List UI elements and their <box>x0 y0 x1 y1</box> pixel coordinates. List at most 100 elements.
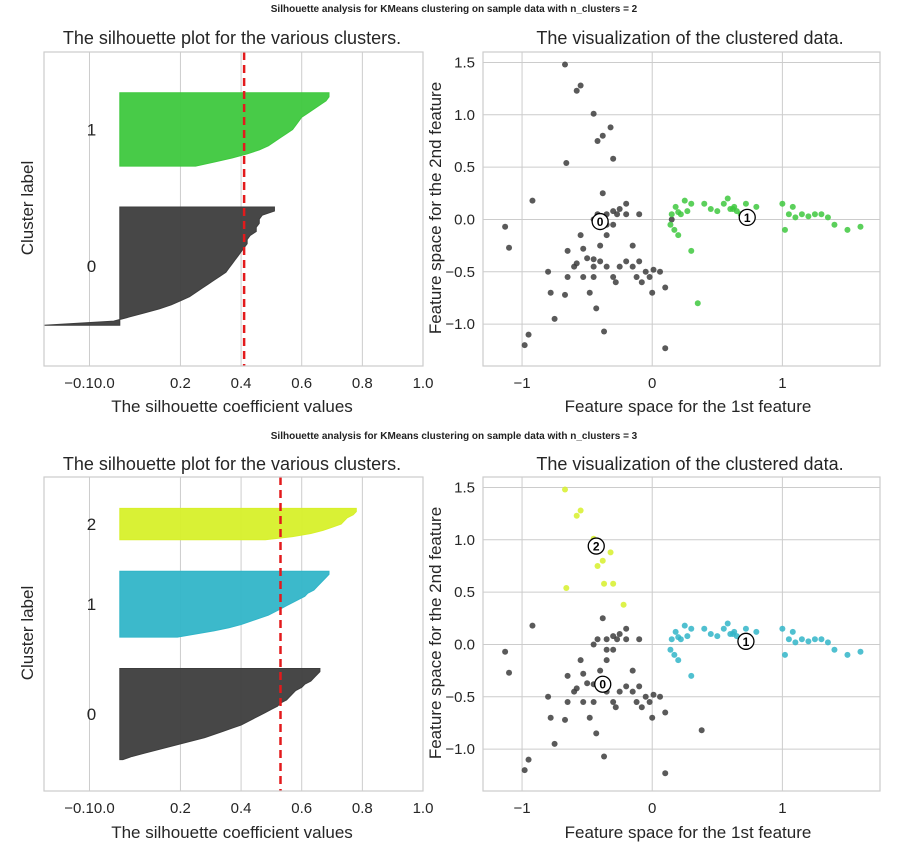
scatter1-point-c1-23 <box>785 211 792 218</box>
sil1-xtick-0: −0.10.0 <box>64 375 114 392</box>
scatter2-ytick-3: 0.0 <box>454 636 475 653</box>
scatter2-point-c1-31 <box>831 646 838 653</box>
scatter1-point-c1-27 <box>805 213 812 220</box>
scatter1-xtick-0: −1 <box>513 375 530 392</box>
scatter1-point-c0-20 <box>597 242 604 249</box>
silhouette-title-1: The silhouette plot for the various clus… <box>63 28 401 48</box>
scatter1-point-c0-60 <box>590 263 597 270</box>
sil2-xtick-2: 0.4 <box>231 800 252 817</box>
sil2-xtick-5: 1.0 <box>413 800 434 817</box>
sil2-cluster-label-1: 1 <box>87 595 96 614</box>
scatter2-point-c1-28 <box>811 636 818 643</box>
scatter1-point-c0-2 <box>577 82 584 89</box>
scatter1-point-c1-28 <box>811 211 818 218</box>
sil1-xtick-2: 0.4 <box>231 375 252 392</box>
scatter2-point-c0-34 <box>601 753 608 760</box>
scatter-title-2: The visualization of the clustered data. <box>536 454 843 474</box>
scatter1-point-c0-40 <box>586 289 593 296</box>
scatter2-point-c0-8 <box>610 646 617 653</box>
scatter2-point-c1-4 <box>681 622 688 629</box>
scatter1-point-c0-27 <box>597 258 604 265</box>
scatter1-point-c0-56 <box>657 268 664 275</box>
scatter-xlabel-1: Feature space for the 1st feature <box>565 397 812 416</box>
scatter2-point-c0-23 <box>636 683 643 690</box>
scatter1-point-c0-35 <box>638 279 645 286</box>
scatter2-point-c0-27 <box>633 699 640 706</box>
scatter1-point-c0-45 <box>564 274 571 281</box>
scatter1-point-c0-25 <box>584 255 591 262</box>
scatter2-point-c0-52 <box>603 636 610 643</box>
sil2-plot-area: 0 1 2 <box>43 476 424 792</box>
scatter2-point-c0-20 <box>610 699 617 706</box>
scatter1-point-c0-52 <box>502 223 509 230</box>
scatter1-point-c1-8 <box>688 200 695 207</box>
sil2-frame <box>43 476 424 792</box>
scatter1-ytick-4: −0.5 <box>445 264 475 281</box>
sil1-cluster-label-0: 0 <box>87 257 96 276</box>
scatter1-point-c0-5 <box>599 132 606 139</box>
scatter1-point-c0-14 <box>636 211 643 218</box>
sil2-xtick-4: 0.8 <box>352 800 373 817</box>
scatter2-point-c1-10 <box>701 625 708 632</box>
scatter2-xtick-0: −1 <box>513 800 530 817</box>
sil2-xtick-3: 0.6 <box>291 800 312 817</box>
scatter2-point-c0-13 <box>564 672 571 679</box>
scatter1-point-c1-7 <box>675 232 682 239</box>
scatter1-point-c0-33 <box>642 268 649 275</box>
scatter2-xtick-1: 0 <box>648 800 656 817</box>
scatter2-center-1-marker <box>737 632 755 650</box>
scatter1-point-c1-36 <box>729 206 736 212</box>
sil2-xtick-1: 0.2 <box>170 800 191 817</box>
scatter2-point-c0-38 <box>547 714 554 721</box>
scatter2-point-c0-54 <box>698 727 705 734</box>
scatter1-point-c1-24 <box>789 203 796 210</box>
figure-2: Silhouette analysis for KMeans clusterin… <box>18 431 881 842</box>
scatter2-point-c1-23 <box>785 636 792 643</box>
scatter1-ytick-2: 0.5 <box>454 159 475 176</box>
scatter1-point-c0-54 <box>662 345 669 352</box>
scatter1-point-c0-44 <box>562 291 569 298</box>
scatter2-plot-area: 0 1 2 <box>482 476 881 792</box>
scatter2-point-c0-41 <box>521 767 528 774</box>
scatter2-point-c1-29 <box>818 636 825 643</box>
scatter2-point-c0-25 <box>646 699 653 706</box>
scatter2-point-c0-31 <box>586 714 593 721</box>
scatter1-point-c0-4 <box>594 137 601 144</box>
silhouette-title-2: The silhouette plot for the various clus… <box>63 454 401 474</box>
scatter-xlabel-2: Feature space for the 1st feature <box>565 823 812 842</box>
scatter2-point-c1-13 <box>720 625 727 632</box>
scatter2-point-c1-27 <box>805 638 812 645</box>
scatter2-point-c1-21 <box>779 625 786 632</box>
scatter2-ytick-0: 1.5 <box>454 479 475 496</box>
scatter2-point-c0-16 <box>584 680 591 687</box>
scatter1-point-c0-21 <box>577 232 584 239</box>
scatter2-point-c0-3 <box>616 631 623 637</box>
scatter2-point-c0-50 <box>629 667 636 674</box>
scatter2-frame <box>482 476 881 792</box>
scatter2-ytick-1: 1.0 <box>454 532 475 549</box>
scatter2-point-c0-40 <box>525 756 532 763</box>
scatter1-point-c0-13 <box>623 200 630 207</box>
scatter1-point-c0-38 <box>612 279 619 286</box>
scatter1-point-c0-32 <box>636 258 643 265</box>
scatter2-center-2-label: 2 <box>593 540 600 554</box>
scatter1-ytick-3: 0.0 <box>454 211 475 228</box>
scatter1-point-c0-43 <box>601 328 608 335</box>
scatter1-point-c1-34 <box>688 247 695 254</box>
scatter1-point-c1-9 <box>684 208 691 215</box>
scatter1-point-c0-29 <box>610 274 617 281</box>
scatter2-xtick-2: 1 <box>778 800 786 817</box>
scatter2-point-c0-22 <box>629 688 636 695</box>
scatter1-point-c1-29 <box>818 211 825 218</box>
scatter2-point-c2-10 <box>601 580 608 587</box>
scatter1-point-c0-37 <box>623 258 630 265</box>
scatter-ylabel-2: Feature space for the 2nd feature <box>426 507 445 759</box>
scatter2-point-c0-46 <box>662 709 669 716</box>
scatter1-point-c0-59 <box>629 242 636 249</box>
scatter1-point-c0-48 <box>545 268 552 275</box>
scatter2-point-c2-2 <box>577 507 584 514</box>
scatter2-point-c1-3 <box>677 636 684 643</box>
scatter1-point-c0-47 <box>547 289 554 296</box>
